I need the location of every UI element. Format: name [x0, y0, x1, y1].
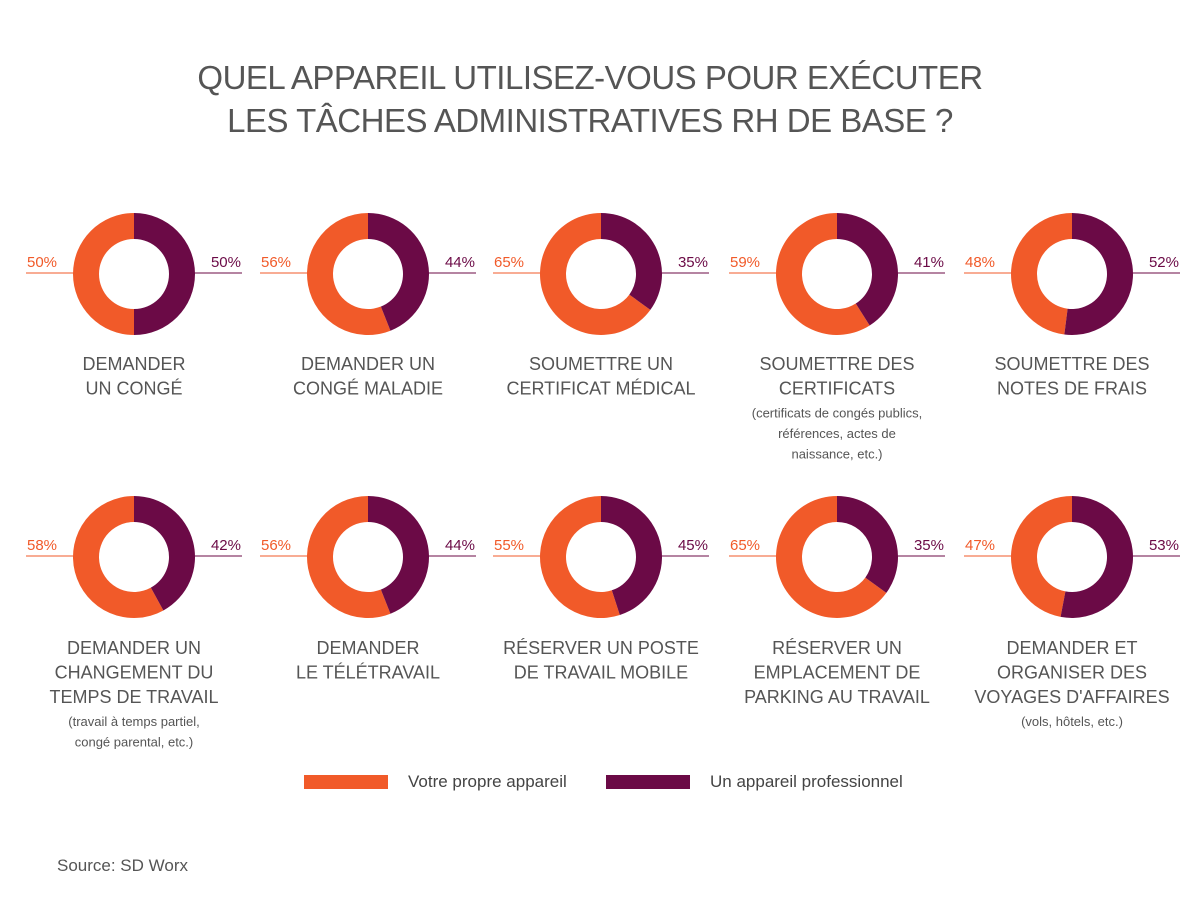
- category-title-10-line-2: ORGANISER DES: [997, 663, 1147, 683]
- category-title-6-line-3: TEMPS DE TRAVAIL: [49, 687, 218, 707]
- legend-swatch-own: [304, 775, 388, 789]
- label-own-6: 58%: [27, 537, 57, 554]
- slice-own-1: [73, 213, 134, 335]
- slice-pro-5: [1064, 213, 1133, 335]
- label-own-4: 59%: [730, 254, 760, 271]
- category-title-9-line-3: PARKING AU TRAVAIL: [744, 687, 930, 707]
- slice-pro-1: [134, 213, 195, 335]
- label-pro-3: 35%: [678, 254, 708, 271]
- category-title-3-line-2: CERTIFICAT MÉDICAL: [506, 379, 695, 399]
- category-title-6-line-1: DEMANDER UN: [67, 638, 201, 658]
- label-own-9: 65%: [730, 537, 760, 554]
- legend-label-pro: Un appareil professionnel: [710, 772, 903, 792]
- label-own-10: 47%: [965, 537, 995, 554]
- label-own-2: 56%: [261, 254, 291, 271]
- slice-own-5: [1011, 213, 1072, 335]
- category-note-4-line-3: naissance, etc.): [791, 447, 882, 462]
- source-note: Source: SD Worx: [57, 856, 188, 876]
- donut-3: 65% 35% SOUMETTRE UN CERTIFICAT MÉDICAL: [493, 213, 709, 399]
- slice-pro-3: [601, 213, 662, 310]
- category-title-5-line-2: NOTES DE FRAIS: [997, 379, 1147, 399]
- category-title-9-line-1: RÉSERVER UN: [772, 638, 902, 658]
- label-own-7: 56%: [261, 537, 291, 554]
- category-title-2-line-2: CONGÉ MALADIE: [293, 379, 443, 399]
- label-pro-6: 42%: [211, 537, 241, 554]
- legend: Votre propre appareil Un appareil profes…: [0, 772, 1200, 796]
- category-title-4-line-2: CERTIFICATS: [779, 379, 895, 399]
- donut-5: 48% 52% SOUMETTRE DES NOTES DE FRAIS: [964, 213, 1180, 399]
- slice-pro-9: [837, 496, 898, 593]
- legend-label-own: Votre propre appareil: [408, 772, 567, 792]
- donut-6: 58% 42% DEMANDER UN CHANGEMENT DU TEMPS DE T…: [26, 496, 242, 750]
- label-pro-1: 50%: [211, 254, 241, 271]
- category-title-10-line-3: VOYAGES D'AFFAIRES: [974, 687, 1169, 707]
- category-note-6-line-2: congé parental, etc.): [75, 735, 194, 750]
- category-title-5-line-1: SOUMETTRE DES: [994, 354, 1149, 374]
- label-own-5: 48%: [965, 254, 995, 271]
- donut-10: 47% 53% DEMANDER ET ORGANISER DES VOYAGES D'…: [964, 496, 1180, 729]
- category-title-4-line-1: SOUMETTRE DES: [759, 354, 914, 374]
- label-own-1: 50%: [27, 254, 57, 271]
- label-pro-7: 44%: [445, 537, 475, 554]
- category-title-8-line-2: DE TRAVAIL MOBILE: [514, 663, 688, 683]
- category-note-4-line-2: références, actes de: [778, 426, 896, 441]
- category-title-8-line-1: RÉSERVER UN POSTE: [503, 638, 699, 658]
- donut-4: 59% 41% SOUMETTRE DES CERTIFICATS (certifica…: [729, 213, 945, 462]
- legend-item-pro: Un appareil professionnel: [606, 772, 903, 792]
- label-own-3: 65%: [494, 254, 524, 271]
- label-pro-8: 45%: [678, 537, 708, 554]
- category-title-10-line-1: DEMANDER ET: [1006, 638, 1137, 658]
- category-title-6-line-2: CHANGEMENT DU: [55, 663, 214, 683]
- category-title-7-line-1: DEMANDER: [316, 638, 419, 658]
- category-note-6-line-1: (travail à temps partiel,: [68, 714, 200, 729]
- category-title-1-line-2: UN CONGÉ: [85, 379, 182, 399]
- legend-swatch-pro: [606, 775, 690, 789]
- label-pro-2: 44%: [445, 254, 475, 271]
- category-title-7-line-2: LE TÉLÉTRAVAIL: [296, 663, 440, 683]
- label-pro-5: 52%: [1149, 254, 1179, 271]
- category-note-10-line-1: (vols, hôtels, etc.): [1021, 714, 1123, 729]
- label-pro-10: 53%: [1149, 537, 1179, 554]
- category-title-2-line-1: DEMANDER UN: [301, 354, 435, 374]
- label-pro-9: 35%: [914, 537, 944, 554]
- donut-9: 65% 35% RÉSERVER UN EMPLACEMENT DE PARKING A…: [729, 496, 945, 707]
- category-note-4-line-1: (certificats de congés publics,: [752, 406, 923, 421]
- label-own-8: 55%: [494, 537, 524, 554]
- legend-item-own: Votre propre appareil: [304, 772, 567, 792]
- donut-2: 56% 44% DEMANDER UN CONGÉ MALADIE: [260, 213, 476, 399]
- donut-8: 55% 45% RÉSERVER UN POSTE DE TRAVAIL MOBILE: [493, 496, 709, 683]
- category-title-1-line-1: DEMANDER: [82, 354, 185, 374]
- label-pro-4: 41%: [914, 254, 944, 271]
- donut-7: 56% 44% DEMANDER LE TÉLÉTRAVAIL: [260, 496, 476, 683]
- category-title-9-line-2: EMPLACEMENT DE: [754, 663, 921, 683]
- donut-1: 50% 50% DEMANDER UN CONGÉ: [26, 213, 242, 399]
- category-title-3-line-1: SOUMETTRE UN: [529, 354, 673, 374]
